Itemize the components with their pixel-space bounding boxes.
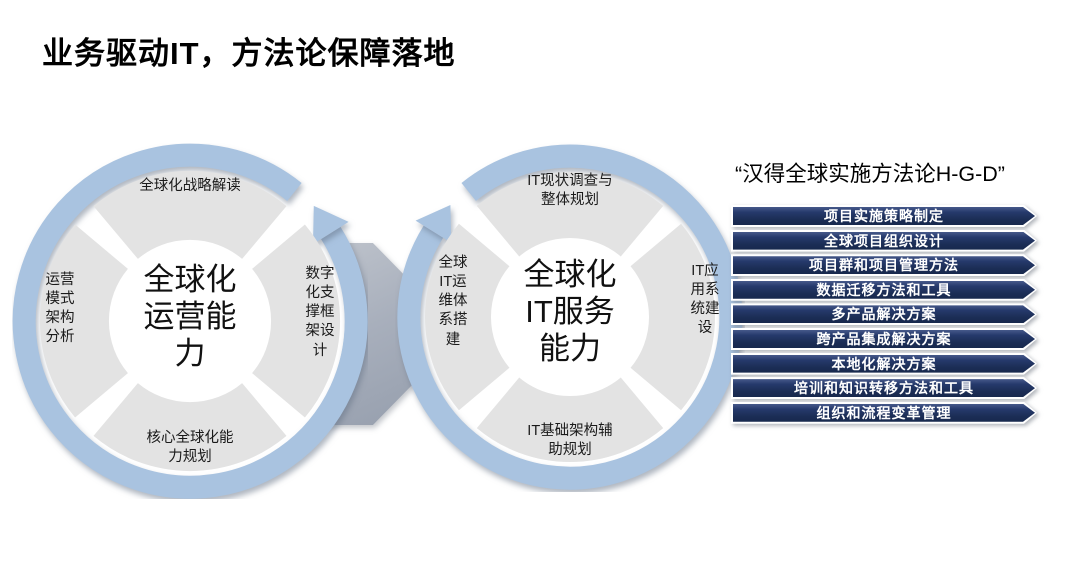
label-core-capability-planning: 核心全球化能 力规划 bbox=[146, 430, 234, 466]
method-bar-fill: 跨产品集成解决方案 bbox=[733, 330, 1035, 348]
method-bar-label: 组织和流程变革管理 bbox=[816, 404, 952, 421]
method-bar-label: 项目实施策略制定 bbox=[824, 208, 944, 224]
method-bar: 项目实施策略制定 bbox=[731, 205, 1037, 227]
method-bar-shape: 培训和知识转移方法和工具 bbox=[731, 377, 1037, 399]
cycle-ring-right-svg bbox=[397, 144, 743, 490]
method-bar-label: 项目群和项目管理方法 bbox=[809, 257, 959, 274]
donut-segment-bottom bbox=[93, 382, 287, 471]
method-bar-shape: 组织和流程变革管理 bbox=[731, 402, 1037, 424]
cycle-donut-segments bbox=[40, 171, 340, 471]
label-it-ops-system-building: 全球 IT运 维体 系搭 建 bbox=[438, 255, 468, 348]
method-bar-label: 数据迁移方法和工具 bbox=[816, 281, 952, 298]
donut-segment-bottom bbox=[476, 376, 664, 462]
label-strategy-interpretation: 全球化战略解读 bbox=[139, 178, 241, 194]
method-bar-label: 培训和知识转移方法和工具 bbox=[794, 380, 974, 397]
methodology-heading: “汉得全球实施方法论H-G-D” bbox=[735, 162, 1005, 186]
method-bar: 数据迁移方法和工具 bbox=[731, 279, 1037, 301]
method-bar: 全球项目组织设计 bbox=[731, 230, 1037, 252]
circular-arrow-head-icon bbox=[415, 205, 452, 243]
method-bar-fill: 本地化解决方案 bbox=[733, 355, 1035, 373]
method-bar-shape: 本地化解决方案 bbox=[731, 353, 1037, 375]
method-bar-fill: 多产品解决方案 bbox=[733, 305, 1035, 323]
donut-segment-top bbox=[93, 171, 287, 260]
method-bar-shape: 项目群和项目管理方法 bbox=[731, 254, 1037, 276]
method-bar-shape: 全球项目组织设计 bbox=[731, 230, 1037, 252]
globalization-it-service-cycle: IT现状调查与 整体规划 全球 IT运 维体 系搭 建 IT应 用系 统建 设 … bbox=[395, 142, 745, 492]
method-bar-fill: 组织和流程变革管理 bbox=[733, 404, 1035, 422]
method-bar: 培训和知识转移方法和工具 bbox=[731, 377, 1037, 399]
methodology-bar-list: 项目实施策略制定 全球项目组织设计 项目群和项目管理方法 数据迁移方法和工具 多… bbox=[731, 205, 1037, 424]
donut-segment-right bbox=[251, 224, 340, 418]
globalization-operation-cycle: 全球化战略解读 运营 模式 架构 分析 数字 化支 撑框 架设 计 核心全球化能… bbox=[12, 143, 368, 499]
donut-segment-right bbox=[629, 223, 715, 411]
method-bar-label: 多产品解决方案 bbox=[831, 306, 937, 323]
label-it-application-construction: IT应 用系 统建 设 bbox=[690, 263, 720, 337]
page-title: 业务驱动IT，方法论保障落地 bbox=[42, 36, 456, 71]
label-operating-model-analysis: 运营 模式 架构 分析 bbox=[45, 272, 75, 346]
method-bar: 本地化解决方案 bbox=[731, 353, 1037, 375]
method-bar-fill: 项目群和项目管理方法 bbox=[733, 256, 1035, 274]
label-digital-framework-design: 数字 化支 撑框 架设 计 bbox=[305, 266, 335, 359]
cycle-inner-disc bbox=[35, 166, 345, 476]
cycle-inner-disc bbox=[418, 165, 722, 469]
circular-arrow-head-icon bbox=[313, 205, 349, 245]
right-circle-center-title: 全球化 IT服务 能力 bbox=[523, 257, 617, 367]
method-bar: 跨产品集成解决方案 bbox=[731, 328, 1037, 350]
cycle-ring-left-svg bbox=[12, 143, 368, 499]
cycle-donut-segments bbox=[425, 172, 715, 462]
method-bar-shape: 项目实施策略制定 bbox=[731, 205, 1037, 227]
label-it-infrastructure-planning: IT基础架构辅 助规划 bbox=[527, 423, 613, 459]
method-bar: 多产品解决方案 bbox=[731, 303, 1037, 325]
circular-arrow-ring bbox=[397, 144, 743, 490]
method-bar-fill: 培训和知识转移方法和工具 bbox=[733, 379, 1035, 397]
circular-arrow-ring bbox=[12, 143, 368, 499]
method-bar-shape: 跨产品集成解决方案 bbox=[731, 328, 1037, 350]
donut-segment-left bbox=[425, 223, 511, 411]
left-circle-center-title: 全球化 运营能 力 bbox=[143, 262, 237, 372]
method-bar: 项目群和项目管理方法 bbox=[731, 254, 1037, 276]
method-bar-fill: 全球项目组织设计 bbox=[733, 232, 1035, 250]
method-bar-label: 全球项目组织设计 bbox=[824, 232, 944, 249]
label-it-survey-planning: IT现状调查与 整体规划 bbox=[527, 173, 613, 209]
donut-segment-left bbox=[40, 224, 129, 418]
method-bar: 组织和流程变革管理 bbox=[731, 402, 1037, 424]
method-bar-fill: 数据迁移方法和工具 bbox=[733, 281, 1035, 299]
method-bar-label: 跨产品集成解决方案 bbox=[816, 330, 952, 347]
method-bar-label: 本地化解决方案 bbox=[831, 355, 937, 372]
donut-segment-top bbox=[476, 172, 664, 258]
method-bar-shape: 多产品解决方案 bbox=[731, 303, 1037, 325]
method-bar-shape: 数据迁移方法和工具 bbox=[731, 279, 1037, 301]
method-bar-fill: 项目实施策略制定 bbox=[733, 207, 1035, 225]
